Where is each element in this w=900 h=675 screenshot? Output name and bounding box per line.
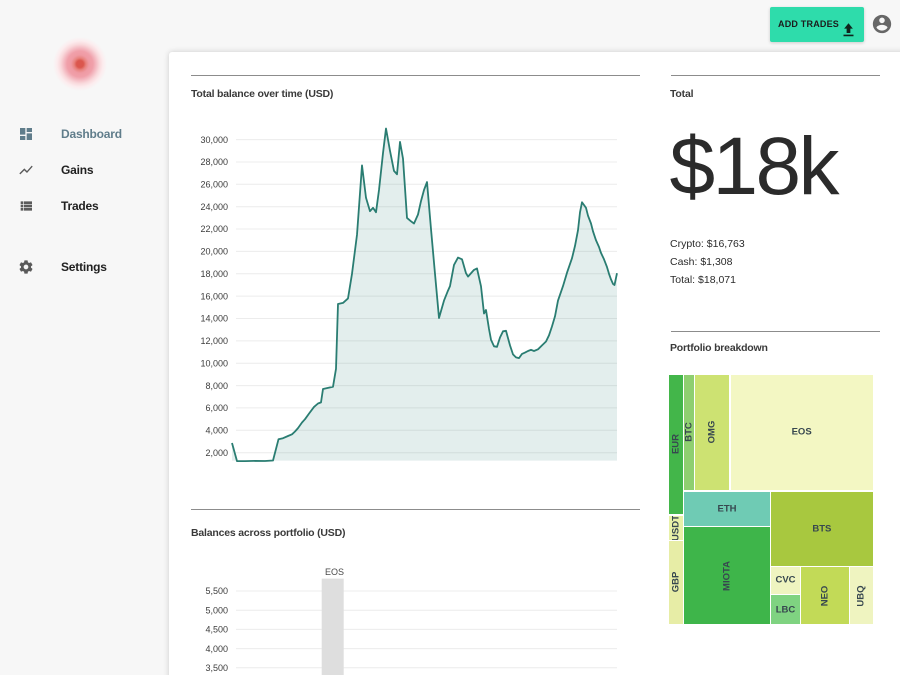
svg-text:14,000: 14,000	[200, 314, 228, 324]
svg-text:22,000: 22,000	[200, 224, 228, 234]
svg-text:24,000: 24,000	[200, 202, 228, 212]
svg-text:4,500: 4,500	[205, 625, 228, 635]
svg-text:26,000: 26,000	[200, 180, 228, 190]
svg-text:18,000: 18,000	[200, 269, 228, 279]
svg-text:4,000: 4,000	[205, 426, 228, 436]
svg-text:20,000: 20,000	[200, 247, 228, 257]
svg-text:16,000: 16,000	[200, 291, 228, 301]
svg-text:8,000: 8,000	[205, 381, 228, 391]
svg-text:10,000: 10,000	[200, 358, 228, 368]
svg-text:6,000: 6,000	[205, 403, 228, 413]
svg-text:EOS: EOS	[325, 567, 344, 577]
svg-text:4,000: 4,000	[205, 644, 228, 654]
svg-text:5,500: 5,500	[205, 586, 228, 596]
svg-text:28,000: 28,000	[200, 157, 228, 167]
svg-text:2,000: 2,000	[205, 448, 228, 458]
svg-text:3,500: 3,500	[205, 663, 228, 673]
svg-text:12,000: 12,000	[200, 336, 228, 346]
svg-text:5,000: 5,000	[205, 605, 228, 615]
svg-text:30,000: 30,000	[200, 135, 228, 145]
